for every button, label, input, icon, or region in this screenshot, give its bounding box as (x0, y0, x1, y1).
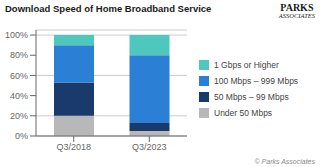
html-text:100 Mbps – 999 Mbps: 100 Mbps – 999 Mbps (214, 76, 299, 86)
svg-text:60%: 60% (10, 71, 28, 81)
html-text:ASSOCIATES: ASSOCIATES (278, 12, 315, 19)
html-text:Download Speed of Home Broadba: Download Speed of Home Broadband Service (5, 3, 212, 14)
svg-text:100%: 100% (8, 30, 28, 40)
svg-text:80%: 80% (10, 50, 28, 60)
svg-text:Q3/2023: Q3/2023 (132, 142, 167, 152)
html-text:© Parks Associates: © Parks Associates (254, 158, 315, 165)
svg-text:20%: 20% (10, 111, 28, 121)
html-text:50 Mbps – 99 Mbps: 50 Mbps – 99 Mbps (214, 92, 289, 102)
svg-text:Q3/2018: Q3/2018 (56, 142, 91, 152)
html-text:PARKS: PARKS (280, 2, 314, 13)
svg-text:0%: 0% (15, 131, 28, 141)
svg-text:40%: 40% (10, 91, 28, 101)
html-text:Under 50 Mbps: Under 50 Mbps (214, 108, 273, 118)
html-text:1 Gbps or Higher: 1 Gbps or Higher (214, 60, 279, 70)
